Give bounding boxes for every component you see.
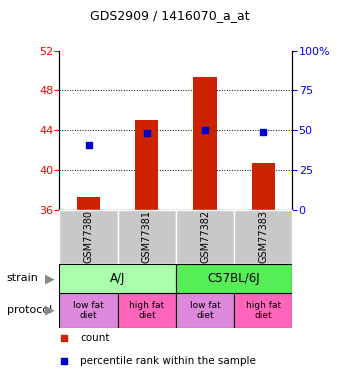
Text: GSM77380: GSM77380 [84,210,94,262]
Text: strain: strain [7,273,39,284]
Text: count: count [81,333,110,343]
Text: high fat
diet: high fat diet [129,301,165,320]
Point [144,130,150,136]
Bar [118,210,176,264]
Bar [234,210,292,264]
Point [62,335,67,341]
Text: low fat
diet: low fat diet [190,301,220,320]
Text: low fat
diet: low fat diet [73,301,104,320]
Bar [193,76,217,210]
Text: ▶: ▶ [45,272,54,285]
Bar [234,292,292,328]
Text: percentile rank within the sample: percentile rank within the sample [81,356,256,366]
Text: A/J: A/J [110,272,125,285]
Bar [59,210,118,264]
Point [202,128,208,134]
Bar [135,120,158,210]
Text: GSM77382: GSM77382 [200,210,210,262]
Bar [77,197,100,210]
Bar [176,292,234,328]
Bar [118,292,176,328]
Text: GSM77381: GSM77381 [142,210,152,262]
Text: protocol: protocol [7,305,52,315]
Text: GSM77383: GSM77383 [258,210,268,262]
Point [86,142,91,148]
Bar [59,264,176,292]
Text: GDS2909 / 1416070_a_at: GDS2909 / 1416070_a_at [90,9,250,22]
Point [62,358,67,364]
Bar [176,210,234,264]
Bar [176,264,292,292]
Text: C57BL/6J: C57BL/6J [208,272,260,285]
Text: high fat
diet: high fat diet [246,301,281,320]
Text: ▶: ▶ [45,304,54,317]
Point [260,129,266,135]
Bar [59,292,118,328]
Bar [252,163,275,210]
